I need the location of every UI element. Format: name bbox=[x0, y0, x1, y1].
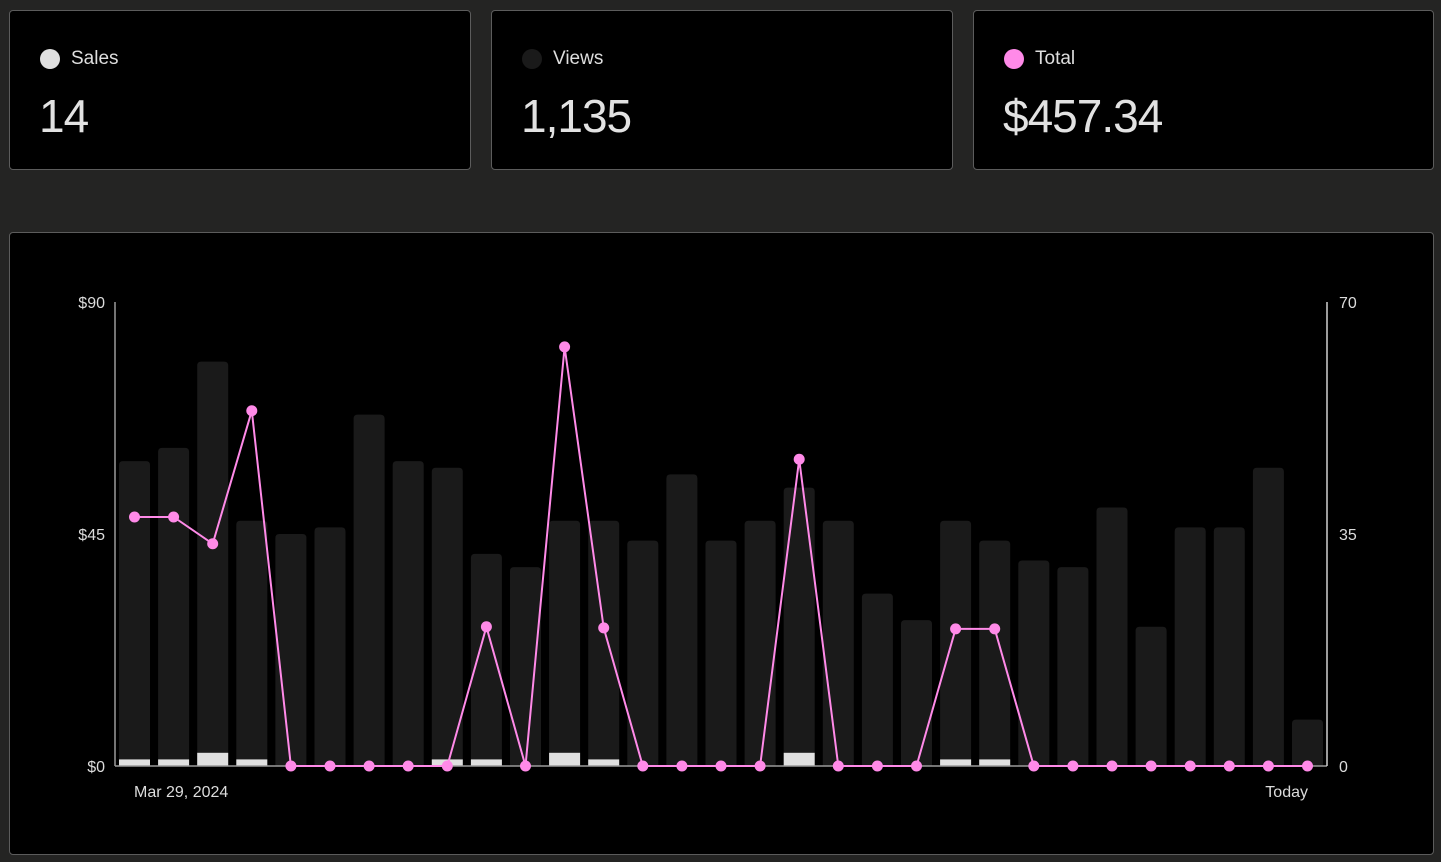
views-bar[interactable] bbox=[666, 474, 698, 766]
total-dot-icon bbox=[1004, 49, 1024, 69]
sales-value: 14 bbox=[39, 90, 89, 142]
views-bar[interactable] bbox=[744, 520, 776, 766]
total-point[interactable] bbox=[598, 622, 610, 634]
left-axis-tick: $0 bbox=[87, 759, 105, 776]
combo-chart[interactable]: $0 $45 $90 0 35 70 Mar 29, 2024 Today bbox=[10, 233, 1435, 856]
views-bar[interactable] bbox=[1057, 567, 1089, 766]
total-value: $457.34 bbox=[1003, 90, 1163, 142]
total-point[interactable] bbox=[950, 623, 962, 635]
sales-bar[interactable] bbox=[940, 759, 972, 766]
views-bar[interactable] bbox=[510, 567, 541, 766]
views-bar[interactable] bbox=[1018, 560, 1050, 766]
views-value: 1,135 bbox=[521, 90, 632, 142]
total-point[interactable] bbox=[129, 511, 140, 523]
sales-bar[interactable] bbox=[158, 759, 190, 766]
views-bars bbox=[119, 361, 1323, 766]
views-bar[interactable] bbox=[1135, 626, 1167, 766]
sales-label: Sales bbox=[71, 48, 119, 69]
views-bar[interactable] bbox=[275, 534, 307, 766]
total-point[interactable] bbox=[168, 511, 180, 523]
views-bar[interactable] bbox=[901, 620, 932, 766]
total-card: Total $457.34 bbox=[973, 10, 1434, 170]
total-point[interactable] bbox=[441, 760, 453, 772]
views-bar[interactable] bbox=[705, 540, 737, 766]
total-point[interactable] bbox=[715, 760, 727, 772]
views-bar[interactable] bbox=[1174, 527, 1206, 766]
total-point[interactable] bbox=[1223, 760, 1235, 772]
total-point[interactable] bbox=[559, 341, 571, 353]
sales-bar[interactable] bbox=[549, 752, 581, 766]
views-bar[interactable] bbox=[314, 527, 346, 766]
total-point[interactable] bbox=[793, 453, 805, 465]
views-bar[interactable] bbox=[822, 520, 854, 766]
total-point[interactable] bbox=[363, 760, 375, 772]
total-point[interactable] bbox=[285, 760, 297, 772]
total-point[interactable] bbox=[676, 760, 688, 772]
total-point[interactable] bbox=[246, 405, 258, 417]
views-bar[interactable] bbox=[940, 520, 972, 766]
total-point[interactable] bbox=[1145, 760, 1157, 772]
sales-dot-icon bbox=[40, 49, 60, 69]
views-bar[interactable] bbox=[861, 593, 893, 766]
sales-bar[interactable] bbox=[197, 752, 229, 766]
views-bar[interactable] bbox=[431, 467, 463, 766]
total-point[interactable] bbox=[1028, 760, 1040, 772]
total-line bbox=[129, 341, 1313, 772]
views-bar[interactable] bbox=[158, 447, 190, 766]
right-axis-tick: 35 bbox=[1339, 527, 1357, 544]
views-bar[interactable] bbox=[549, 520, 581, 766]
total-point[interactable] bbox=[324, 760, 336, 772]
sales-bar[interactable] bbox=[783, 752, 815, 766]
total-label: Total bbox=[1035, 48, 1076, 69]
views-label: Views bbox=[553, 48, 604, 69]
views-bar[interactable] bbox=[353, 414, 385, 766]
total-point[interactable] bbox=[754, 760, 766, 772]
views-bar[interactable] bbox=[783, 487, 815, 766]
total-point[interactable] bbox=[871, 760, 883, 772]
total-point[interactable] bbox=[989, 623, 1001, 635]
sales-bar[interactable] bbox=[236, 759, 268, 766]
total-point[interactable] bbox=[480, 621, 492, 633]
x-tick-last: Today bbox=[1265, 784, 1308, 801]
total-point[interactable] bbox=[207, 538, 219, 550]
total-point[interactable] bbox=[402, 760, 414, 772]
views-bar[interactable] bbox=[236, 520, 268, 766]
total-point[interactable] bbox=[520, 760, 531, 772]
axis-labels: $0 $45 $90 0 35 70 Mar 29, 2024 Today bbox=[78, 295, 1357, 801]
right-axis-tick: 70 bbox=[1339, 295, 1357, 312]
views-bar[interactable] bbox=[1096, 507, 1128, 766]
views-card: Views 1,135 bbox=[491, 10, 953, 170]
views-dot-icon bbox=[522, 49, 542, 69]
total-point[interactable] bbox=[1067, 760, 1079, 772]
sales-bar[interactable] bbox=[470, 759, 502, 766]
views-bar[interactable] bbox=[627, 540, 659, 766]
views-bar[interactable] bbox=[470, 553, 502, 766]
sales-bar[interactable] bbox=[588, 759, 620, 766]
sales-card: Sales 14 bbox=[9, 10, 471, 170]
total-point[interactable] bbox=[1106, 760, 1118, 772]
views-bar[interactable] bbox=[1213, 527, 1245, 766]
sales-bar[interactable] bbox=[979, 759, 1011, 766]
views-bar[interactable] bbox=[197, 361, 229, 766]
views-bar[interactable] bbox=[1292, 719, 1323, 766]
total-point[interactable] bbox=[832, 760, 844, 772]
left-axis-tick: $90 bbox=[78, 295, 105, 312]
right-axis-tick: 0 bbox=[1339, 759, 1348, 776]
views-bar[interactable] bbox=[588, 520, 620, 766]
total-point[interactable] bbox=[1302, 760, 1313, 772]
views-bar[interactable] bbox=[119, 461, 150, 766]
sales-bar[interactable] bbox=[119, 759, 150, 766]
chart-card: $0 $45 $90 0 35 70 Mar 29, 2024 Today bbox=[9, 232, 1434, 855]
total-point[interactable] bbox=[637, 760, 649, 772]
views-bar[interactable] bbox=[979, 540, 1011, 766]
views-bar[interactable] bbox=[1252, 467, 1284, 766]
left-axis-tick: $45 bbox=[78, 527, 105, 544]
total-point[interactable] bbox=[1262, 760, 1274, 772]
x-tick-first: Mar 29, 2024 bbox=[134, 784, 228, 801]
total-point[interactable] bbox=[1184, 760, 1196, 772]
views-bar[interactable] bbox=[392, 461, 424, 766]
total-point[interactable] bbox=[911, 760, 922, 772]
sales-bars bbox=[119, 752, 1011, 766]
